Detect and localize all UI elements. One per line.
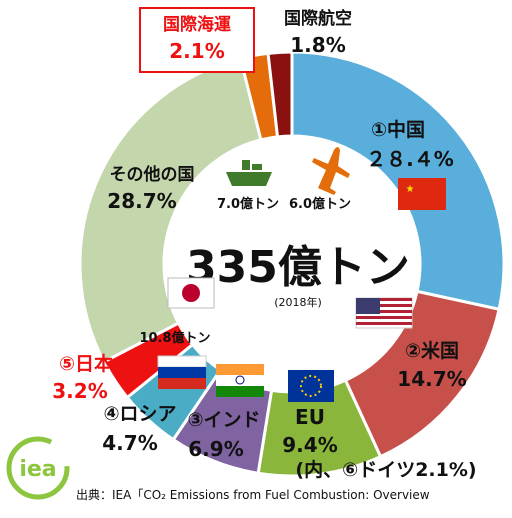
value-aviation: 1.8%	[290, 33, 345, 57]
value-shipping: 2.1%	[169, 39, 224, 63]
label-india: ③インド	[187, 409, 260, 431]
value-eu: 9.4%	[282, 433, 337, 457]
label-russia: ④ロシア	[103, 403, 176, 425]
value-china: ２８.４%	[366, 147, 454, 171]
usa-flag-icon	[355, 297, 413, 329]
value-india: 6.9%	[188, 437, 243, 461]
logo-text: iea	[19, 457, 56, 482]
svg-text:★: ★	[406, 184, 415, 195]
airplane-icon	[312, 147, 350, 195]
source-note: 出典：IEA「CO₂ Emissions from Fuel Combustio…	[76, 488, 430, 502]
label-shipping: 国際海運	[163, 14, 231, 35]
label-china: ①中国	[371, 118, 425, 141]
ship-amount: 7.0億トン	[217, 196, 279, 212]
donut-segments	[78, 50, 506, 478]
value-others: 28.7%	[107, 189, 176, 213]
center-total: 335億トン	[186, 242, 410, 293]
japan-flag-icon	[167, 277, 215, 309]
center-year: (2018年)	[274, 295, 322, 309]
label-eu: EU	[295, 405, 325, 429]
note-eu: (内、⑥ドイツ2.1%)	[295, 458, 476, 481]
iea-logo: iea	[6, 436, 70, 500]
value-russia: 4.7%	[102, 431, 157, 455]
segment-9	[266, 50, 294, 139]
label-aviation: 国際航空	[284, 8, 352, 29]
japan-amount: 10.8億トン	[139, 330, 210, 346]
india-flag-icon	[216, 364, 264, 397]
shipping-label-box	[139, 7, 255, 73]
china-flag-icon: ★	[398, 178, 446, 210]
eu-flag-icon	[288, 370, 334, 402]
label-usa: ②米国	[405, 339, 459, 362]
value-japan: 3.2%	[52, 379, 107, 403]
russia-flag-icon	[157, 355, 207, 389]
plane-amount: 6.0億トン	[289, 196, 351, 212]
ship-icon	[226, 160, 272, 186]
value-usa: 14.7%	[397, 367, 466, 391]
label-japan: ⑤日本	[59, 352, 113, 375]
segment-1	[290, 50, 506, 312]
label-others: その他の国	[110, 164, 195, 185]
